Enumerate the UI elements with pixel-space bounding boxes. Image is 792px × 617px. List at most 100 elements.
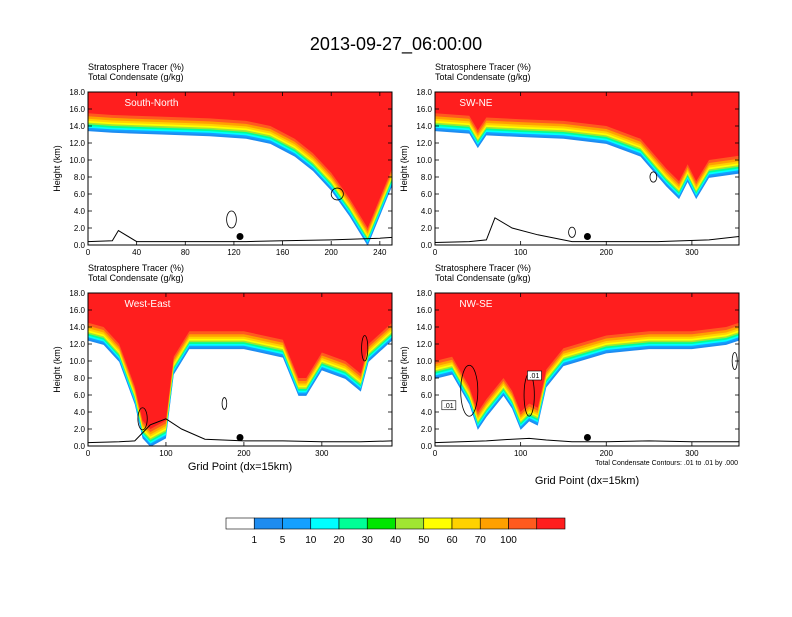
contour-label-box (441, 400, 457, 411)
contour-label: .01 (444, 403, 454, 410)
x-tick-label: 0 (86, 248, 91, 257)
panel-west-east: Stratosphere Tracer (%)Total Condensate … (52, 263, 393, 458)
colorbar-label: 1 (251, 535, 257, 546)
x-axis-label-left: Grid Point (dx=15km) (188, 461, 292, 473)
y-tick-label: 14.0 (416, 122, 432, 131)
colorbar-swatch (423, 517, 453, 530)
colorbar-label: 30 (362, 535, 374, 546)
y-tick-label: 2.0 (74, 425, 86, 434)
x-tick-label: 120 (227, 248, 241, 257)
panel-sw-ne: Stratosphere Tracer (%)Total Condensate … (399, 62, 740, 257)
colorbar-swatch (536, 517, 566, 530)
y-tick-label: 10.0 (416, 357, 432, 366)
y-tick-label: 4.0 (421, 408, 433, 417)
x-tick-label: 200 (600, 449, 614, 458)
surface-contour-line (88, 229, 392, 243)
panel-subtitle-condensate: Total Condensate (g/kg) (88, 273, 184, 283)
y-tick-label: 12.0 (69, 139, 85, 148)
surface-contour-line (435, 217, 739, 243)
x-tick-label: 80 (181, 248, 190, 257)
y-tick-label: 0.0 (74, 241, 86, 250)
y-tick-label: 2.0 (74, 224, 86, 233)
x-tick-label: 160 (276, 248, 290, 257)
condensate-contour (221, 397, 228, 410)
y-tick-label: 4.0 (74, 408, 86, 417)
y-tick-label: 6.0 (421, 190, 433, 199)
panel-title: South-North (124, 98, 178, 109)
plot-frame (87, 292, 393, 447)
x-axis-label-right: Grid Point (dx=15km) (535, 475, 639, 487)
plot-frame (434, 91, 740, 246)
x-tick-label: 100 (514, 449, 528, 458)
panel-title: West-East (124, 299, 170, 310)
colorbar-swatch (451, 517, 481, 530)
plot-frame (87, 91, 393, 246)
y-tick-label: 16.0 (69, 105, 85, 114)
y-tick-label: 14.0 (69, 323, 85, 332)
y-tick-label: 14.0 (416, 323, 432, 332)
colorbar-label: 60 (446, 535, 458, 546)
panel-subtitle-condensate: Total Condensate (g/kg) (88, 72, 184, 82)
y-tick-label: 14.0 (69, 122, 85, 131)
colorbar-swatch (282, 517, 312, 530)
panel-nw-se: Stratosphere Tracer (%)Total Condensate … (399, 263, 740, 458)
y-tick-label: 8.0 (74, 374, 86, 383)
colorbar-swatch (395, 517, 425, 530)
figure-title: 2013-09-27_06:00:00 (310, 34, 482, 55)
colorbar-swatch (225, 517, 255, 530)
colorbar: 1 5 10 20 30 40 50 60 70 100 (225, 517, 566, 546)
x-tick-label: 200 (325, 248, 339, 257)
y-tick-label: 16.0 (416, 306, 432, 315)
colorbar-swatch (508, 517, 538, 530)
condensate-contour (460, 364, 479, 417)
colorbar-swatch (253, 517, 283, 530)
x-tick-label: 240 (373, 248, 387, 257)
y-tick-label: 18.0 (69, 289, 85, 298)
colorbar-swatch (479, 517, 509, 530)
y-tick-label: 4.0 (421, 207, 433, 216)
surface-contour-line (88, 418, 392, 444)
panel-title: NW-SE (459, 299, 492, 310)
location-marker (583, 233, 591, 240)
colorbar-swatch (310, 517, 340, 530)
colorbar-label: 70 (475, 535, 487, 546)
y-axis-label: Height (km) (52, 346, 62, 393)
tracer-band-0 (88, 92, 392, 228)
y-axis-label: Height (km) (52, 145, 62, 192)
x-tick-label: 100 (159, 449, 173, 458)
panel-subtitle-tracer: Stratosphere Tracer (%) (435, 263, 531, 273)
y-axis-label: Height (km) (399, 145, 409, 192)
plot-area (435, 92, 739, 245)
plot-frame (434, 292, 740, 447)
x-tick-label: 0 (433, 449, 438, 458)
x-tick-label: 100 (514, 248, 528, 257)
y-tick-label: 6.0 (421, 391, 433, 400)
y-tick-label: 16.0 (416, 105, 432, 114)
panel-title: SW-NE (459, 98, 492, 109)
y-tick-label: 8.0 (74, 173, 86, 182)
x-tick-label: 0 (433, 248, 438, 257)
colorbar-label: 10 (305, 535, 317, 546)
colorbar-label: 50 (418, 535, 430, 546)
y-tick-label: 10.0 (69, 357, 85, 366)
plot-area (88, 293, 392, 446)
x-tick-label: 0 (86, 449, 91, 458)
colorbar-swatch (366, 517, 396, 530)
y-tick-label: 18.0 (416, 88, 432, 97)
colorbar-label: 40 (390, 535, 402, 546)
y-tick-label: 10.0 (69, 156, 85, 165)
x-tick-label: 300 (685, 248, 699, 257)
condensate-contour (330, 187, 344, 201)
x-tick-label: 300 (685, 449, 699, 458)
x-tick-label: 200 (237, 449, 251, 458)
y-tick-label: 12.0 (416, 340, 432, 349)
tracer-band-0 (88, 293, 392, 429)
location-marker (236, 434, 244, 441)
y-tick-label: 16.0 (69, 306, 85, 315)
y-tick-label: 2.0 (421, 224, 433, 233)
x-tick-label: 40 (132, 248, 141, 257)
panel-south-north: Stratosphere Tracer (%)Total Condensate … (52, 62, 393, 257)
x-tick-label: 300 (315, 449, 329, 458)
panel-subtitle-tracer: Stratosphere Tracer (%) (435, 62, 531, 72)
